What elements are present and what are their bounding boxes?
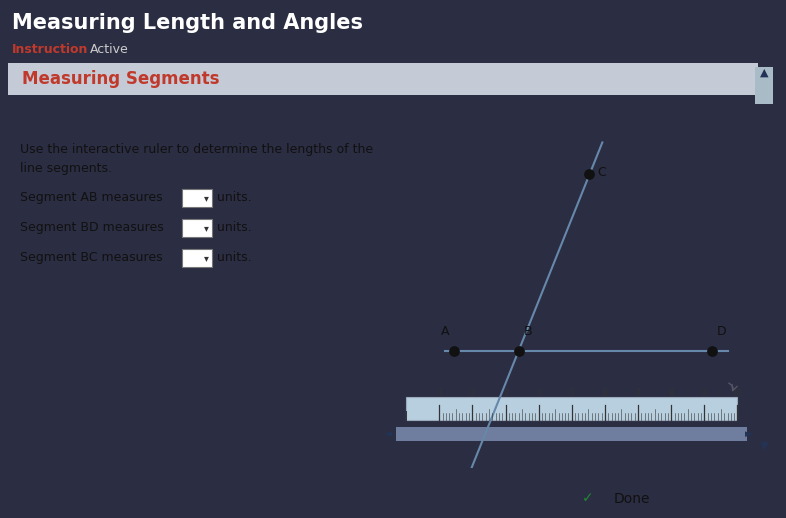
Text: ▾: ▾ xyxy=(204,193,208,203)
Text: Segment BD measures: Segment BD measures xyxy=(20,221,163,235)
Text: C: C xyxy=(597,166,606,179)
Text: ▾: ▾ xyxy=(204,223,208,233)
Bar xyxy=(755,67,773,104)
Text: Segment AB measures: Segment AB measures xyxy=(20,192,163,205)
Text: ✓: ✓ xyxy=(582,492,593,506)
Text: 9: 9 xyxy=(702,389,707,398)
Text: 5: 5 xyxy=(569,389,575,398)
Text: D: D xyxy=(717,325,726,338)
Text: A: A xyxy=(440,325,449,338)
Bar xyxy=(182,249,212,267)
Text: ►: ► xyxy=(744,429,753,439)
Bar xyxy=(406,397,737,420)
Text: Measuring Length and Angles: Measuring Length and Angles xyxy=(12,13,363,33)
Text: units.: units. xyxy=(217,192,252,205)
Text: 10: 10 xyxy=(733,389,742,398)
Text: Use the interactive ruler to determine the lengths of the
line segments.: Use the interactive ruler to determine t… xyxy=(20,143,373,175)
Point xyxy=(583,170,596,179)
Text: Done: Done xyxy=(614,492,650,506)
Bar xyxy=(182,189,212,207)
Text: Segment BC measures: Segment BC measures xyxy=(20,251,163,265)
Text: Instruction: Instruction xyxy=(12,43,88,56)
Text: 2: 2 xyxy=(470,389,475,398)
Text: 7: 7 xyxy=(636,389,641,398)
Point xyxy=(448,347,461,355)
Text: Active: Active xyxy=(90,43,129,56)
Text: ▼: ▼ xyxy=(760,441,768,451)
Text: units.: units. xyxy=(217,251,252,265)
Text: 8: 8 xyxy=(669,389,674,398)
Bar xyxy=(396,427,747,441)
Text: ▾: ▾ xyxy=(204,253,208,263)
Text: 6: 6 xyxy=(603,389,608,398)
Point xyxy=(706,347,718,355)
Text: units.: units. xyxy=(217,221,252,235)
Text: Measuring Segments: Measuring Segments xyxy=(22,70,219,88)
Bar xyxy=(182,219,212,237)
Text: B: B xyxy=(523,325,532,338)
Bar xyxy=(8,63,758,95)
Text: ▲: ▲ xyxy=(760,67,768,77)
Text: 4: 4 xyxy=(536,389,541,398)
Text: 3: 3 xyxy=(503,389,508,398)
Text: 1: 1 xyxy=(437,389,442,398)
Point xyxy=(512,347,525,355)
Text: ◄: ◄ xyxy=(384,429,393,439)
